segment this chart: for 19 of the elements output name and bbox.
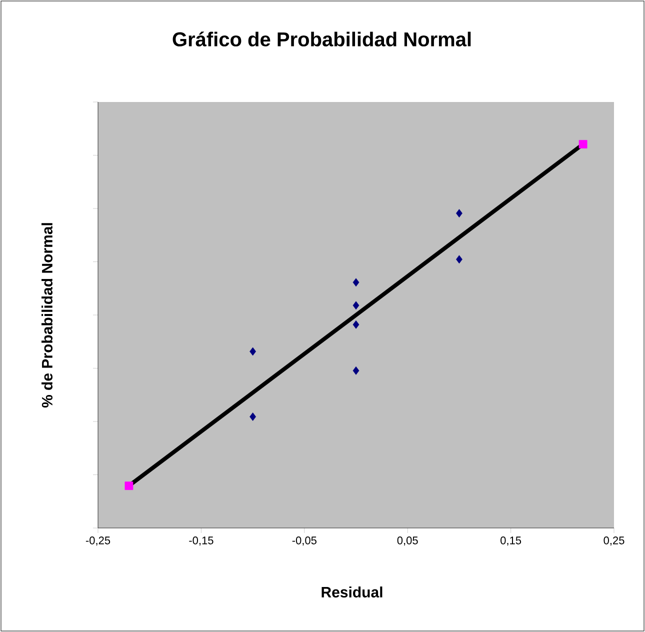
point	[456, 255, 462, 264]
x-tick-label: 0,05	[397, 536, 418, 546]
y-axis-title: % de Probabilidad Normal	[41, 223, 53, 408]
x-tick-label: -0,05	[292, 536, 316, 546]
x-tick-label: 0,25	[604, 536, 624, 546]
x-tick-label: -0,15	[189, 536, 214, 546]
point	[352, 301, 360, 310]
point	[352, 366, 360, 375]
point	[250, 347, 256, 356]
point	[250, 412, 256, 421]
x-tick-label: -0,25	[86, 536, 110, 546]
chart-title: Gráfico de Probabilidad Normal	[172, 32, 471, 46]
point	[456, 209, 462, 218]
point	[352, 278, 360, 287]
point	[578, 140, 588, 148]
point	[124, 482, 134, 490]
point	[352, 320, 360, 329]
x-tick-label: 0,15	[500, 536, 522, 546]
x-axis-title: Residual	[322, 586, 382, 598]
